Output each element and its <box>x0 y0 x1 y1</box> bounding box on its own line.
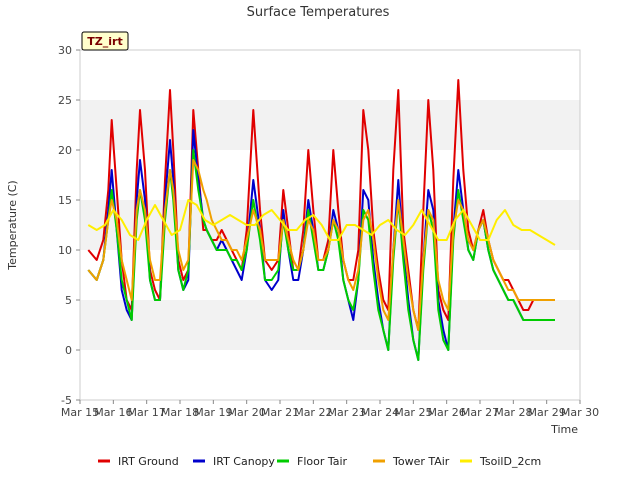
y-tick-label: 25 <box>58 94 72 107</box>
legend-label-irt-canopy: IRT Canopy <box>213 455 275 468</box>
plot-band <box>80 300 580 350</box>
x-axis-label: Time <box>550 423 578 436</box>
x-tick-label: Mar 25 <box>394 406 432 419</box>
x-tick-label: Mar 26 <box>428 406 466 419</box>
x-tick-label: Mar 28 <box>494 406 532 419</box>
plot-frame <box>79 49 581 401</box>
x-tick-label: Mar 18 <box>161 406 199 419</box>
chart-title: Surface Temperatures <box>247 5 390 20</box>
legend-label-tower-tair: Tower TAir <box>392 455 450 468</box>
x-tick-label: Mar 27 <box>461 406 499 419</box>
legend-label-irt-ground: IRT Ground <box>118 455 179 468</box>
plot-band <box>80 100 580 150</box>
series-line-tsoild-2cm <box>87 199 556 246</box>
y-tick-label: 0 <box>65 344 72 357</box>
x-tick-label: Mar 23 <box>328 406 366 419</box>
annotation-tag: TZ_irt <box>81 31 129 51</box>
annotation-label: TZ_irt <box>87 35 122 48</box>
series-layer <box>87 79 556 361</box>
x-tick-label: Mar 29 <box>528 406 566 419</box>
x-tick-label: Mar 17 <box>128 406 166 419</box>
x-tick-label: Mar 19 <box>194 406 232 419</box>
y-tick-label: 20 <box>58 144 72 157</box>
y-tick-label: 30 <box>58 44 72 57</box>
legend: IRT Ground IRT Canopy Floor Tair Tower TAir… <box>98 455 541 468</box>
y-axis-label: Temperature (C) <box>6 180 19 270</box>
plot-band <box>80 50 580 100</box>
y-tick-label: -5 <box>61 394 72 407</box>
y-tick-label: 15 <box>58 194 72 207</box>
y-tick-label: 10 <box>58 244 72 257</box>
x-tick-label: Mar 24 <box>361 406 399 419</box>
y-axis: -5 0 5 10 15 20 25 30 <box>58 44 80 407</box>
y-tick-label: 5 <box>65 294 72 307</box>
legend-label-floor-tair: Floor Tair <box>297 455 348 468</box>
legend-label-tsoild-2cm: TsoilD_2cm <box>479 455 541 468</box>
plot-band <box>80 350 580 400</box>
series-line-tower-tair <box>87 159 555 331</box>
x-tick-label: Mar 22 <box>294 406 332 419</box>
x-tick-label: Mar 30 <box>561 406 599 419</box>
annotation-box <box>81 31 129 51</box>
x-tick-label: Mar 21 <box>261 406 299 419</box>
x-tick-label: Mar 15 <box>61 406 99 419</box>
x-tick-label: Mar 16 <box>94 406 132 419</box>
x-tick-label: Mar 20 <box>228 406 266 419</box>
